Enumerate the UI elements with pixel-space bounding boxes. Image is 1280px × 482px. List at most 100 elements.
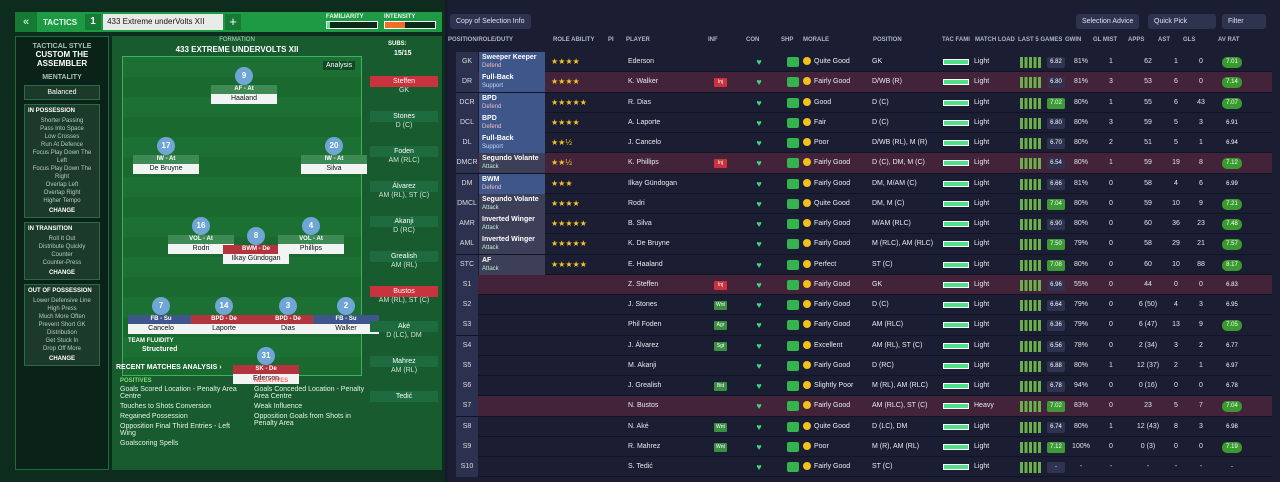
column-header[interactable]: POSITION/ROLE/DUTY <box>448 37 514 43</box>
position-cell[interactable]: DMCL <box>456 193 478 214</box>
table-row[interactable]: DCR BPD Defend ★★★★★ R. Dias ♥ Good D (C) Light 7… <box>456 92 1272 113</box>
tactic-slot-button[interactable]: 1 <box>85 14 102 30</box>
player-name[interactable]: Z. Steffen <box>628 280 659 288</box>
sub-slot[interactable]: Tedić <box>370 391 438 426</box>
column-header[interactable]: ROLE ABILITY <box>553 37 595 43</box>
position-cell[interactable]: DL <box>456 133 478 153</box>
position-cell[interactable]: STC <box>456 254 478 275</box>
position-cell[interactable]: AMR <box>456 214 478 234</box>
position-cell[interactable]: S6 <box>456 376 478 396</box>
column-header[interactable]: GWIN <box>1065 37 1082 43</box>
tactic-select[interactable]: 433 Extreme underVolts XII <box>103 14 224 30</box>
sub-slot[interactable]: Stones D (C) <box>370 111 438 146</box>
player-name[interactable]: Phil Foden <box>628 321 662 329</box>
position-cell[interactable]: S1 <box>456 274 478 295</box>
player-name[interactable]: J. Cancelo <box>628 139 662 146</box>
position-cell[interactable]: S2 <box>456 295 478 315</box>
sub-slot[interactable]: Akanji D (RC) <box>370 216 438 251</box>
sub-slot[interactable]: Mahrez AM (RL) <box>370 356 438 391</box>
mentality-select[interactable]: Balanced <box>24 85 100 100</box>
sub-slot[interactable]: Foden AM (RLC) <box>370 146 438 181</box>
player-name[interactable]: K. De Bruyne <box>628 240 670 248</box>
player-name[interactable]: S. Tedić <box>628 463 653 470</box>
column-header[interactable]: GLS <box>1183 37 1196 43</box>
position-cell[interactable]: DCL <box>456 112 478 133</box>
pitch-player[interactable]: 31 SK - De Ederson <box>233 347 299 384</box>
position-cell[interactable]: S10 <box>456 457 478 477</box>
column-header[interactable]: MATCH LOAD <box>975 37 1015 43</box>
role-cell[interactable]: Full-Back Support <box>479 72 545 93</box>
position-cell[interactable]: S4 <box>456 335 478 356</box>
sub-slot[interactable]: Grealish AM (RL) <box>370 251 438 286</box>
position-cell[interactable]: DMCR <box>456 153 478 174</box>
pitch-player[interactable]: 7 FB - Su Cancelo <box>128 297 194 334</box>
player-name[interactable]: J. Grealish <box>628 382 662 389</box>
table-row[interactable]: S9 R. Mahrez Wnt ♥ Poor M (R), AM (RL) Light 7.… <box>456 436 1272 457</box>
table-row[interactable]: S7 N. Bustos ♥ Fairly Good AM (RLC), ST (C) H… <box>456 396 1272 417</box>
tactical-style-name[interactable]: CUSTOM THE ASSEMBLER <box>35 50 89 68</box>
table-row[interactable]: DCL BPD Defend ★★★★ A. Laporte ♥ Fair D (C) Ligh… <box>456 112 1272 133</box>
filter-button[interactable]: Filter <box>1222 14 1266 29</box>
table-row[interactable]: STC AF Attack ★★★★★ E. Haaland ♥ Perfect ST (C)… <box>456 254 1272 275</box>
column-header[interactable]: POSITION <box>873 37 902 43</box>
table-row[interactable]: S5 M. Akanji ♥ Fairly Good D (RC) Light 6.88 80… <box>456 355 1272 376</box>
position-cell[interactable]: DR <box>456 72 478 93</box>
pitch-player[interactable]: 8 BWM - De Ilkay Gündogan <box>223 227 289 264</box>
position-cell[interactable]: DCR <box>456 92 478 113</box>
role-cell[interactable]: Inverted Winger Attack <box>479 214 545 234</box>
position-cell[interactable]: DM <box>456 173 478 194</box>
pitch-player[interactable]: 14 BPD - De Laporte <box>191 297 257 334</box>
column-header[interactable]: TAC FAMI <box>942 37 970 43</box>
position-cell[interactable]: GK <box>456 52 478 72</box>
sub-slot[interactable]: Bustos AM (RL), ST (C) <box>370 286 438 321</box>
pitch-player[interactable]: 9 AF - At Haaland <box>211 67 277 104</box>
role-cell[interactable]: BWM Defend <box>479 173 545 194</box>
table-row[interactable]: S6 J. Grealish Bid ♥ Slightly Poor M (RL), AM… <box>456 376 1272 397</box>
table-row[interactable]: AMR Inverted Winger Attack ★★★★★ B. Silva ♥ Fa… <box>456 214 1272 235</box>
column-header[interactable]: APPS <box>1128 37 1145 43</box>
player-name[interactable]: E. Haaland <box>628 260 663 268</box>
view-select[interactable]: Copy of Selection Info <box>450 14 531 29</box>
column-header[interactable]: GL MIST <box>1093 37 1118 43</box>
column-header[interactable]: INF <box>708 37 718 43</box>
in-possession-change-button[interactable]: CHANGE <box>48 208 75 214</box>
formation-select[interactable]: 433 EXTREME UNDERVOLTS XII <box>175 45 299 54</box>
player-name[interactable]: K. Phillips <box>628 159 659 167</box>
table-row[interactable]: S2 J. Stones Wnt ♥ Fairly Good D (C) Light 6.64… <box>456 295 1272 316</box>
position-cell[interactable]: S8 <box>456 416 478 437</box>
role-cell[interactable]: BPD Defend <box>479 92 545 113</box>
table-row[interactable]: S8 N. Aké Wnt ♥ Quite Good D (LC), DM Light 6.7… <box>456 416 1272 437</box>
column-header[interactable]: CON <box>746 37 760 43</box>
player-name[interactable]: M. Akanji <box>628 361 657 369</box>
column-header[interactable]: AV RAT <box>1218 37 1240 43</box>
analysis-button[interactable]: Analysis <box>323 61 356 70</box>
role-cell[interactable]: BPD Defend <box>479 112 545 133</box>
pitch-player[interactable]: 4 VOL - At Phillips <box>278 217 344 254</box>
column-header[interactable]: PLAYER <box>626 37 650 43</box>
player-name[interactable]: Ederson <box>628 58 655 65</box>
player-name[interactable]: J. Stones <box>628 301 658 308</box>
pitch-player[interactable]: 20 IW - At Silva <box>301 137 367 174</box>
table-row[interactable]: S4 J. Álvarez Sgt ♥ Excellent AM (RL), ST (C)… <box>456 335 1272 356</box>
table-row[interactable]: S3 Phil Foden Agr ♥ Fairly Good AM (RLC) Light… <box>456 315 1272 336</box>
table-row[interactable]: DL Full-Back Support ★★½ J. Cancelo ♥ Poor D/WB… <box>456 133 1272 154</box>
column-header[interactable]: SHP <box>781 37 794 43</box>
position-cell[interactable]: S5 <box>456 355 478 376</box>
player-name[interactable]: R. Mahrez <box>628 442 661 450</box>
sub-slot[interactable]: Álvarez AM (RL), ST (C) <box>370 181 438 216</box>
player-name[interactable]: K. Walker <box>628 78 659 86</box>
recent-title[interactable]: RECENT MATCHES ANALYSIS › <box>116 364 222 371</box>
pitch-player[interactable]: 16 VOL - At Rodri <box>168 217 234 254</box>
table-row[interactable]: DM BWM Defend ★★★ Ilkay Gündogan ♥ Fairly Good… <box>456 173 1272 194</box>
table-row[interactable]: S1 Z. Steffen Inj ♥ Fairly Good GK Light 6.96 55… <box>456 274 1272 295</box>
player-name[interactable]: N. Bustos <box>628 402 659 410</box>
table-row[interactable]: GK Sweeper Keeper Defend ★★★★ Ederson ♥ Quite … <box>456 52 1272 73</box>
role-cell[interactable]: Segundo Volante Attack <box>479 193 545 214</box>
column-header[interactable]: MORALE <box>803 37 829 43</box>
selection-advice-button[interactable]: Selection Advice <box>1076 14 1140 29</box>
column-header[interactable]: LAST 5 GAMES <box>1018 37 1063 43</box>
role-cell[interactable]: Full-Back Support <box>479 133 545 153</box>
pitch-player[interactable]: 17 IW - At De Bruyne <box>133 137 199 174</box>
player-name[interactable]: A. Laporte <box>628 118 661 126</box>
pitch-player[interactable]: 3 BPD - De Dias <box>255 297 321 334</box>
